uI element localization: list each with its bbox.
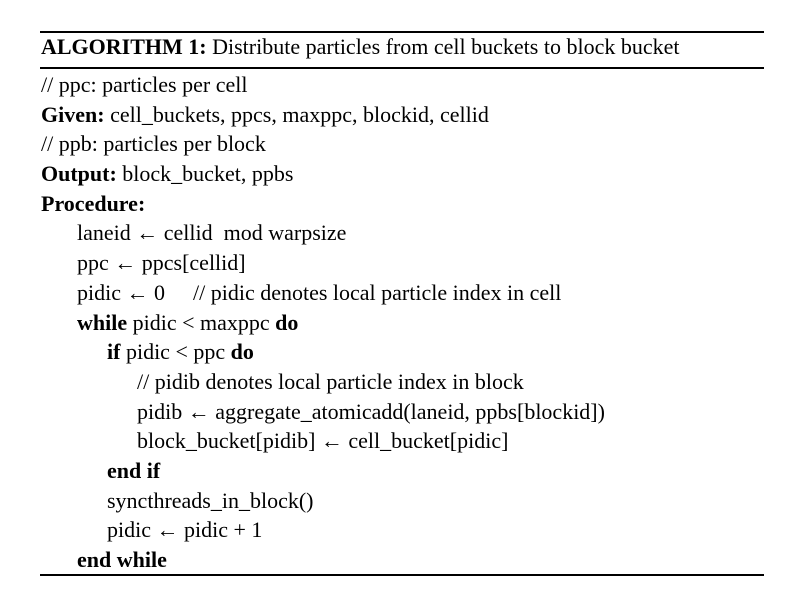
keyword: Output: [41, 161, 117, 187]
algorithm-line: laneid ← cellid mod warpsize [41, 218, 763, 248]
algorithm-line: while pidic < maxppc do [41, 308, 763, 338]
algorithm-line: pidic ← 0 // pidic denotes local particle… [41, 278, 763, 308]
algorithm-label: ALGORITHM 1: [41, 34, 207, 59]
algorithm-line: syncthreads_in_block() [41, 486, 763, 516]
comment-text: // ppc: particles per cell [41, 72, 248, 97]
code-text: pidic < ppc [125, 339, 226, 365]
algorithm-line: Output: block_bucket, ppbs [41, 159, 763, 189]
keyword: end if [107, 457, 161, 483]
algorithm-line: // ppb: particles per block [41, 129, 763, 159]
code-text: block_bucket[pidib] ← cell_bucket[pidic] [137, 428, 509, 454]
algorithm-line: Procedure: [41, 189, 763, 219]
keyword: do [275, 309, 299, 335]
algorithm-line: end while [41, 545, 763, 575]
algorithm-body: // ppc: particles per cell Given: cell_b… [41, 70, 763, 575]
comment-text: // ppb: particles per block [41, 131, 266, 157]
code-text: pidic ← 0 [77, 279, 165, 305]
algorithm-line: end if [41, 456, 763, 486]
code-text: block_bucket, ppbs [122, 161, 294, 187]
keyword: do [230, 339, 254, 365]
code-text: ppc ← ppcs[cellid] [77, 250, 246, 276]
algorithm-line: pidib ← aggregate_atomicadd(laneid, ppbs… [41, 397, 763, 427]
algorithm-line: pidic ← pidic + 1 [41, 515, 763, 545]
algorithm-line: // pidib denotes local particle index in… [41, 367, 763, 397]
code-text: cell_buckets, ppcs, maxppc, blockid, cel… [110, 101, 489, 127]
algorithm-caption: ALGORITHM 1: Distribute particles from c… [41, 32, 680, 62]
algorithm-line: ppc ← ppcs[cellid] [41, 248, 763, 278]
algorithm-title: Distribute particles from cell buckets t… [212, 34, 680, 59]
keyword: Procedure: [41, 190, 146, 216]
code-text: pidic ← pidic + 1 [107, 517, 263, 543]
code-text: syncthreads_in_block() [107, 487, 314, 513]
algorithm-line: Given: cell_buckets, ppcs, maxppc, block… [41, 100, 763, 130]
header-rule [40, 67, 764, 69]
keyword: Given: [41, 101, 105, 127]
keyword: if [107, 339, 121, 365]
code-text: pidic < maxppc [132, 309, 270, 335]
algorithm-line: if pidic < ppc do [41, 337, 763, 367]
top-rule [40, 31, 764, 33]
algorithm-line: block_bucket[pidib] ← cell_bucket[pidic] [41, 426, 763, 456]
code-text: laneid ← cellid mod warpsize [77, 220, 347, 246]
keyword: end while [77, 547, 167, 572]
code-text: pidib ← aggregate_atomicadd(laneid, ppbs… [137, 398, 605, 424]
bottom-rule [40, 574, 764, 576]
comment-text: // pidic denotes local particle index in… [193, 279, 562, 305]
comment-text: // pidib denotes local particle index in… [137, 368, 524, 394]
keyword: while [77, 309, 128, 335]
algorithm-line: // ppc: particles per cell [41, 70, 763, 100]
